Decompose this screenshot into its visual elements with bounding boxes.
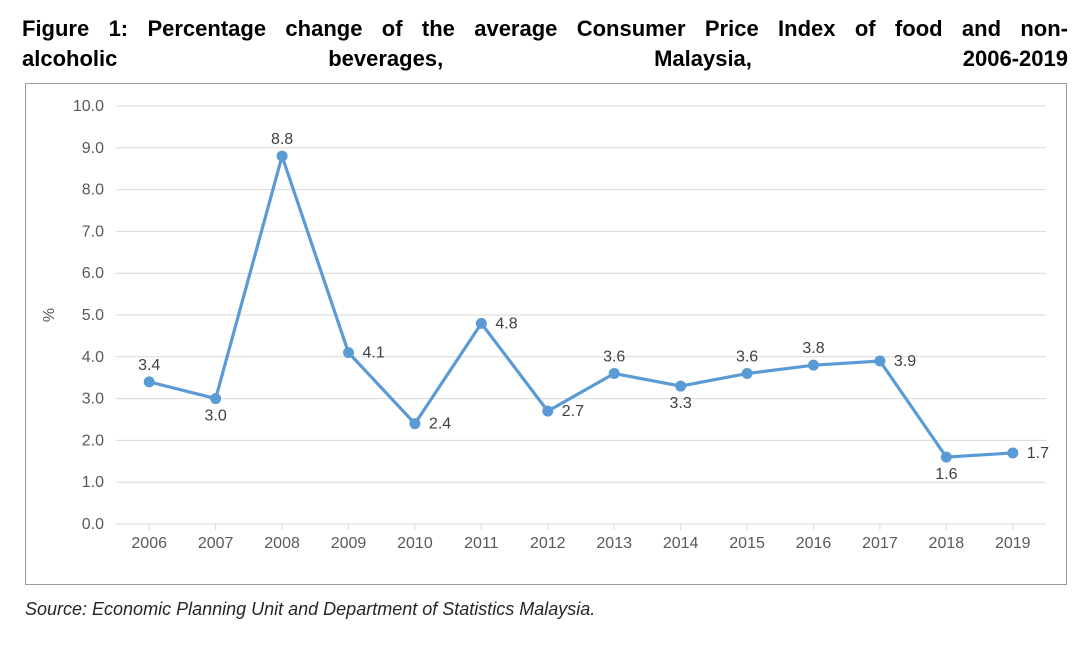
chart-container: 0.0 1.0 2.0 3.0 4.0 5.0 6.0 7.0 8.0 9.0 10.0 2006 20…: [25, 83, 1067, 585]
source-caption: Source: Economic Planning Unit and Depar…: [25, 599, 1068, 620]
x-tick-label: 2015: [729, 535, 765, 552]
y-tick-label: 6.0: [82, 266, 104, 283]
y-tick-label: 0.0: [82, 516, 104, 533]
data-point: [742, 368, 753, 379]
data-label: 3.0: [205, 408, 227, 425]
data-label: 3.3: [670, 395, 692, 412]
page-root: Figure 1: Percentage change of the avera…: [0, 0, 1090, 654]
y-tick-label: 9.0: [82, 140, 104, 157]
data-label: 3.9: [894, 353, 916, 370]
title-line-1: Figure 1: Percentage change of the avera…: [22, 16, 1068, 41]
data-point: [675, 381, 686, 392]
data-label: 3.4: [138, 357, 160, 374]
data-point: [343, 347, 354, 358]
x-tick-label: 2008: [264, 535, 300, 552]
data-label: 3.6: [603, 349, 625, 366]
y-tick-label: 3.0: [82, 391, 104, 408]
data-point: [210, 393, 221, 404]
y-axis-label: %: [41, 308, 58, 322]
data-label: 8.8: [271, 132, 293, 149]
x-tick-label: 2007: [198, 535, 234, 552]
y-tick-label: 5.0: [82, 307, 104, 324]
line-chart: 0.0 1.0 2.0 3.0 4.0 5.0 6.0 7.0 8.0 9.0 10.0 2006 20…: [26, 84, 1066, 584]
data-label: 4.8: [495, 316, 517, 333]
x-tick-label: 2009: [331, 535, 367, 552]
x-tick-label: 2019: [995, 535, 1031, 552]
x-tick-label: 2017: [862, 535, 898, 552]
x-tick-label: 2012: [530, 535, 566, 552]
x-tick-label: 2010: [397, 535, 433, 552]
data-label: 1.6: [935, 466, 957, 483]
x-tick-label: 2013: [596, 535, 632, 552]
data-point: [808, 360, 819, 371]
y-tick-label: 8.0: [82, 182, 104, 199]
y-tick-label: 7.0: [82, 224, 104, 241]
data-point: [409, 419, 420, 430]
data-point: [476, 318, 487, 329]
data-label: 4.1: [363, 345, 385, 362]
data-point: [941, 452, 952, 463]
data-point: [277, 151, 288, 162]
y-tick-label: 2.0: [82, 433, 104, 450]
data-label: 3.6: [736, 349, 758, 366]
data-label: 3.8: [802, 341, 824, 358]
data-point: [609, 368, 620, 379]
data-point: [874, 356, 885, 367]
data-point: [144, 377, 155, 388]
title-line-2: alcoholic beverages, Malaysia, 2006-2019: [22, 46, 1068, 71]
y-tick-label: 1.0: [82, 475, 104, 492]
x-tick-label: 2014: [663, 535, 699, 552]
data-point: [542, 406, 553, 417]
data-label: 1.7: [1027, 445, 1049, 462]
y-tick-label: 4.0: [82, 349, 104, 366]
data-point: [1007, 448, 1018, 459]
x-tick-label: 2011: [464, 535, 499, 552]
x-tick-label: 2018: [929, 535, 965, 552]
x-tick-label: 2016: [796, 535, 832, 552]
data-label: 2.7: [562, 404, 584, 421]
y-tick-label: 10.0: [73, 98, 104, 115]
x-tick-label: 2006: [131, 535, 167, 552]
figure-title: Figure 1: Percentage change of the avera…: [22, 14, 1068, 73]
data-label: 2.4: [429, 416, 451, 433]
